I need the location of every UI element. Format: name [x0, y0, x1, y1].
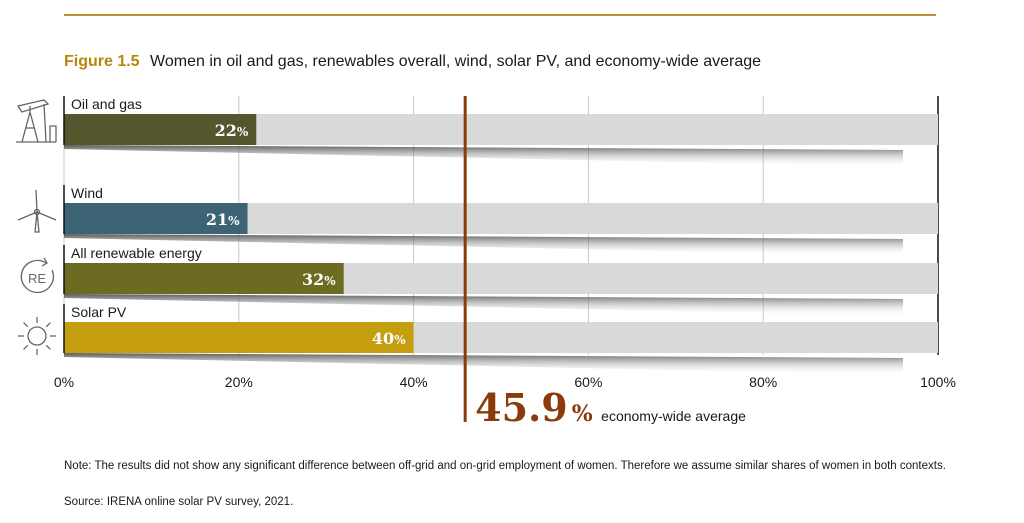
value-percent: %: [324, 274, 336, 288]
bar-wind: [64, 203, 248, 234]
bar-solar-pv: [64, 322, 414, 353]
x-tick-label: 0%: [54, 374, 74, 390]
sun-ray: [23, 344, 29, 350]
sun-ray: [23, 322, 29, 328]
value-label: 22%: [215, 121, 249, 140]
category-label: Oil and gas: [71, 96, 142, 112]
value-label: 32%: [302, 270, 336, 289]
chart-source: Source: IRENA online solar PV survey, 20…: [64, 496, 294, 508]
value-label: 40%: [372, 329, 406, 348]
x-tick-label: 80%: [749, 374, 777, 390]
top-rule: [64, 14, 936, 16]
sun-icon: [18, 317, 56, 355]
bar-shadow: [64, 234, 904, 256]
chart-note: Note: The results did not show any signi…: [64, 460, 946, 472]
value-number: 21: [206, 210, 228, 229]
x-tick-label: 40%: [400, 374, 428, 390]
x-tick-label: 20%: [225, 374, 253, 390]
value-percent: %: [237, 125, 249, 139]
value-label: 21%: [206, 210, 240, 229]
bar-oil-and-gas: [64, 114, 257, 145]
figure-title: Figure 1.5 Women in oil and gas, renewab…: [64, 53, 761, 71]
wind-turbine-outline: [17, 189, 57, 233]
figure-title-text: Women in oil and gas, renewables overall…: [150, 53, 762, 70]
economy-average-text: economy-wide average: [601, 408, 746, 424]
sun-ray: [45, 322, 51, 328]
wind-turbine-icon: [17, 189, 57, 233]
value-percent: %: [228, 214, 240, 228]
oil-pump-icon: [16, 99, 57, 143]
wind-turbine-hub: [33, 208, 41, 216]
bar-shadow: [64, 353, 904, 375]
figure-label: Figure 1.5: [64, 53, 140, 70]
value-number: 22: [215, 121, 237, 140]
bar-shadow: [64, 145, 904, 167]
value-number: 40: [372, 329, 394, 348]
economy-average-value: 45.9: [475, 385, 568, 430]
economy-average-unit: %: [572, 401, 593, 427]
x-tick-label: 60%: [574, 374, 602, 390]
sun-ray: [45, 344, 51, 350]
bar-shadow: [64, 294, 904, 316]
value-number: 32: [302, 270, 324, 289]
category-label: All renewable energy: [71, 245, 202, 261]
renewable-arc: [20, 259, 55, 294]
renewable-energy-icon: RE: [20, 257, 55, 294]
economy-average-label: 45.9%: [475, 385, 593, 430]
oil-pump-outline: [16, 99, 57, 143]
value-percent: %: [394, 333, 406, 347]
renewable-arrow: [41, 257, 48, 267]
x-tick-label: 100%: [920, 374, 956, 390]
renewable-re-text: RE: [28, 271, 46, 286]
sun-disc: [27, 326, 47, 346]
category-label: Wind: [71, 185, 103, 201]
category-label: Solar PV: [71, 304, 127, 320]
bar-all-renewable-energy: [64, 263, 344, 294]
